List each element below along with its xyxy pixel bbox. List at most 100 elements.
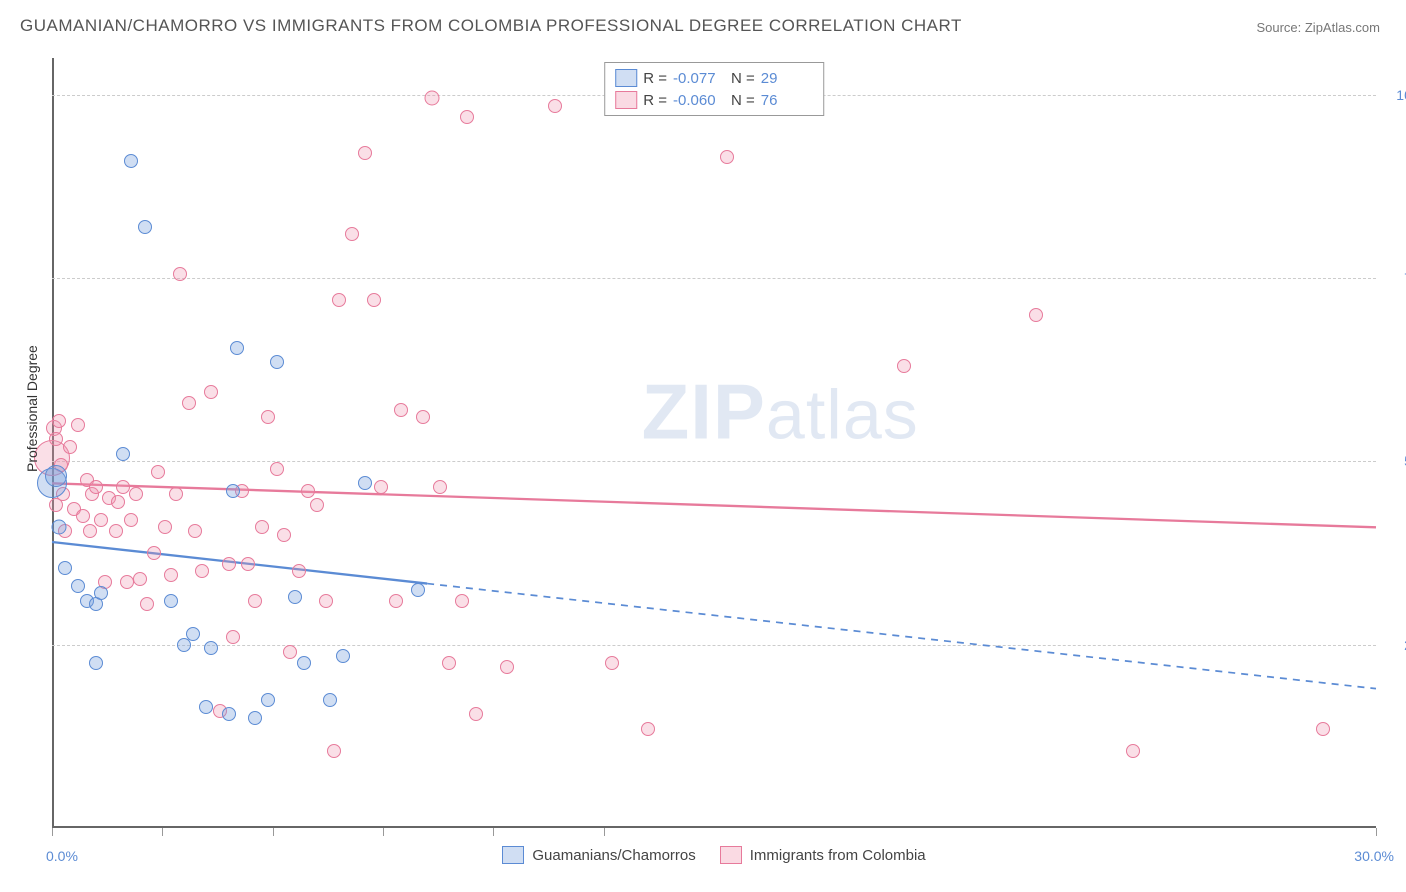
data-point-blue bbox=[71, 579, 85, 593]
xtick bbox=[1376, 828, 1377, 836]
data-point-pink bbox=[332, 293, 346, 307]
data-point-pink bbox=[394, 403, 408, 417]
data-point-pink bbox=[164, 568, 178, 582]
data-point-pink bbox=[147, 546, 161, 560]
data-point-blue bbox=[124, 154, 138, 168]
swatch-pink bbox=[720, 846, 742, 864]
legend-pink-N: 76 bbox=[761, 92, 813, 109]
data-point-pink bbox=[358, 146, 372, 160]
data-point-pink bbox=[241, 557, 255, 571]
data-point-blue bbox=[89, 656, 103, 670]
legend-row-pink: R = -0.060 N = 76 bbox=[615, 89, 813, 111]
legend-R-label: R = bbox=[643, 92, 667, 109]
swatch-blue bbox=[502, 846, 524, 864]
data-point-pink bbox=[49, 432, 63, 446]
data-point-pink bbox=[720, 150, 734, 164]
data-point-pink bbox=[124, 513, 138, 527]
data-point-pink bbox=[345, 227, 359, 241]
data-point-pink bbox=[255, 520, 269, 534]
legend-R-label: R = bbox=[643, 70, 667, 87]
data-point-pink bbox=[367, 293, 381, 307]
data-point-pink bbox=[433, 480, 447, 494]
data-point-pink bbox=[283, 645, 297, 659]
data-point-pink bbox=[71, 418, 85, 432]
data-point-blue bbox=[204, 641, 218, 655]
data-point-pink bbox=[111, 495, 125, 509]
data-point-pink bbox=[277, 528, 291, 542]
ytick-label: 10.0% bbox=[1386, 87, 1406, 103]
data-point-pink bbox=[133, 572, 147, 586]
legend-N-label: N = bbox=[731, 70, 755, 87]
data-point-pink bbox=[129, 487, 143, 501]
data-point-blue bbox=[358, 476, 372, 490]
source-site: ZipAtlas.com bbox=[1305, 20, 1380, 35]
legend-blue-name: Guamanians/Chamorros bbox=[532, 847, 695, 864]
data-point-pink bbox=[310, 498, 324, 512]
data-point-pink bbox=[460, 110, 474, 124]
source-attribution: Source: ZipAtlas.com bbox=[1256, 20, 1380, 35]
swatch-blue bbox=[615, 69, 637, 87]
chart-title: GUAMANIAN/CHAMORRO VS IMMIGRANTS FROM CO… bbox=[20, 16, 962, 36]
data-point-pink bbox=[83, 524, 97, 538]
data-point-pink bbox=[301, 484, 315, 498]
data-point-blue bbox=[51, 520, 66, 535]
data-point-blue bbox=[248, 711, 262, 725]
grid-line bbox=[52, 461, 1376, 462]
data-point-pink bbox=[222, 557, 236, 571]
data-point-blue bbox=[45, 465, 67, 487]
data-point-pink bbox=[76, 509, 90, 523]
data-point-blue bbox=[230, 341, 244, 355]
data-point-pink bbox=[151, 465, 165, 479]
data-point-pink bbox=[389, 594, 403, 608]
data-point-blue bbox=[226, 484, 240, 498]
data-point-pink bbox=[89, 480, 103, 494]
data-point-blue bbox=[270, 355, 284, 369]
xtick bbox=[604, 828, 605, 836]
data-point-pink bbox=[109, 524, 123, 538]
legend-blue-R: -0.077 bbox=[673, 70, 725, 87]
ytick-label: 5.0% bbox=[1386, 453, 1406, 469]
data-point-pink bbox=[261, 410, 275, 424]
data-point-blue bbox=[336, 649, 350, 663]
data-point-pink bbox=[195, 564, 209, 578]
data-point-pink bbox=[248, 594, 262, 608]
ytick-label: 7.5% bbox=[1386, 270, 1406, 286]
data-point-pink bbox=[158, 520, 172, 534]
swatch-pink bbox=[615, 91, 637, 109]
watermark: ZIPatlas bbox=[642, 367, 919, 458]
legend-N-label: N = bbox=[731, 92, 755, 109]
data-point-blue bbox=[186, 627, 200, 641]
data-point-blue bbox=[58, 561, 72, 575]
data-point-blue bbox=[164, 594, 178, 608]
xtick bbox=[273, 828, 274, 836]
data-point-pink bbox=[182, 396, 196, 410]
data-point-pink bbox=[500, 660, 514, 674]
data-point-blue bbox=[138, 220, 152, 234]
data-point-pink bbox=[140, 597, 154, 611]
legend-item-pink: Immigrants from Colombia bbox=[720, 846, 926, 864]
series-legend: Guamanians/Chamorros Immigrants from Col… bbox=[52, 846, 1376, 864]
legend-item-blue: Guamanians/Chamorros bbox=[502, 846, 695, 864]
data-point-pink bbox=[641, 722, 655, 736]
data-point-blue bbox=[94, 586, 108, 600]
data-point-blue bbox=[222, 707, 236, 721]
scatter-plot: ZIPatlas R = -0.077 N = 29 R = -0.060 N … bbox=[52, 58, 1376, 828]
data-point-pink bbox=[292, 564, 306, 578]
grid-line bbox=[52, 278, 1376, 279]
data-point-blue bbox=[411, 583, 425, 597]
watermark-zip: ZIP bbox=[642, 368, 766, 456]
data-point-pink bbox=[424, 91, 439, 106]
grid-line bbox=[52, 645, 1376, 646]
legend-blue-N: 29 bbox=[761, 70, 813, 87]
watermark-atlas: atlas bbox=[766, 376, 919, 454]
legend-row-blue: R = -0.077 N = 29 bbox=[615, 67, 813, 89]
x-end-label: 30.0% bbox=[1354, 848, 1394, 864]
data-point-blue bbox=[297, 656, 311, 670]
data-point-pink bbox=[1126, 744, 1140, 758]
trend-line-pink bbox=[52, 483, 1376, 527]
data-point-pink bbox=[120, 575, 134, 589]
data-point-pink bbox=[204, 385, 218, 399]
data-point-pink bbox=[1029, 308, 1043, 322]
data-point-blue bbox=[261, 693, 275, 707]
data-point-pink bbox=[94, 513, 108, 527]
